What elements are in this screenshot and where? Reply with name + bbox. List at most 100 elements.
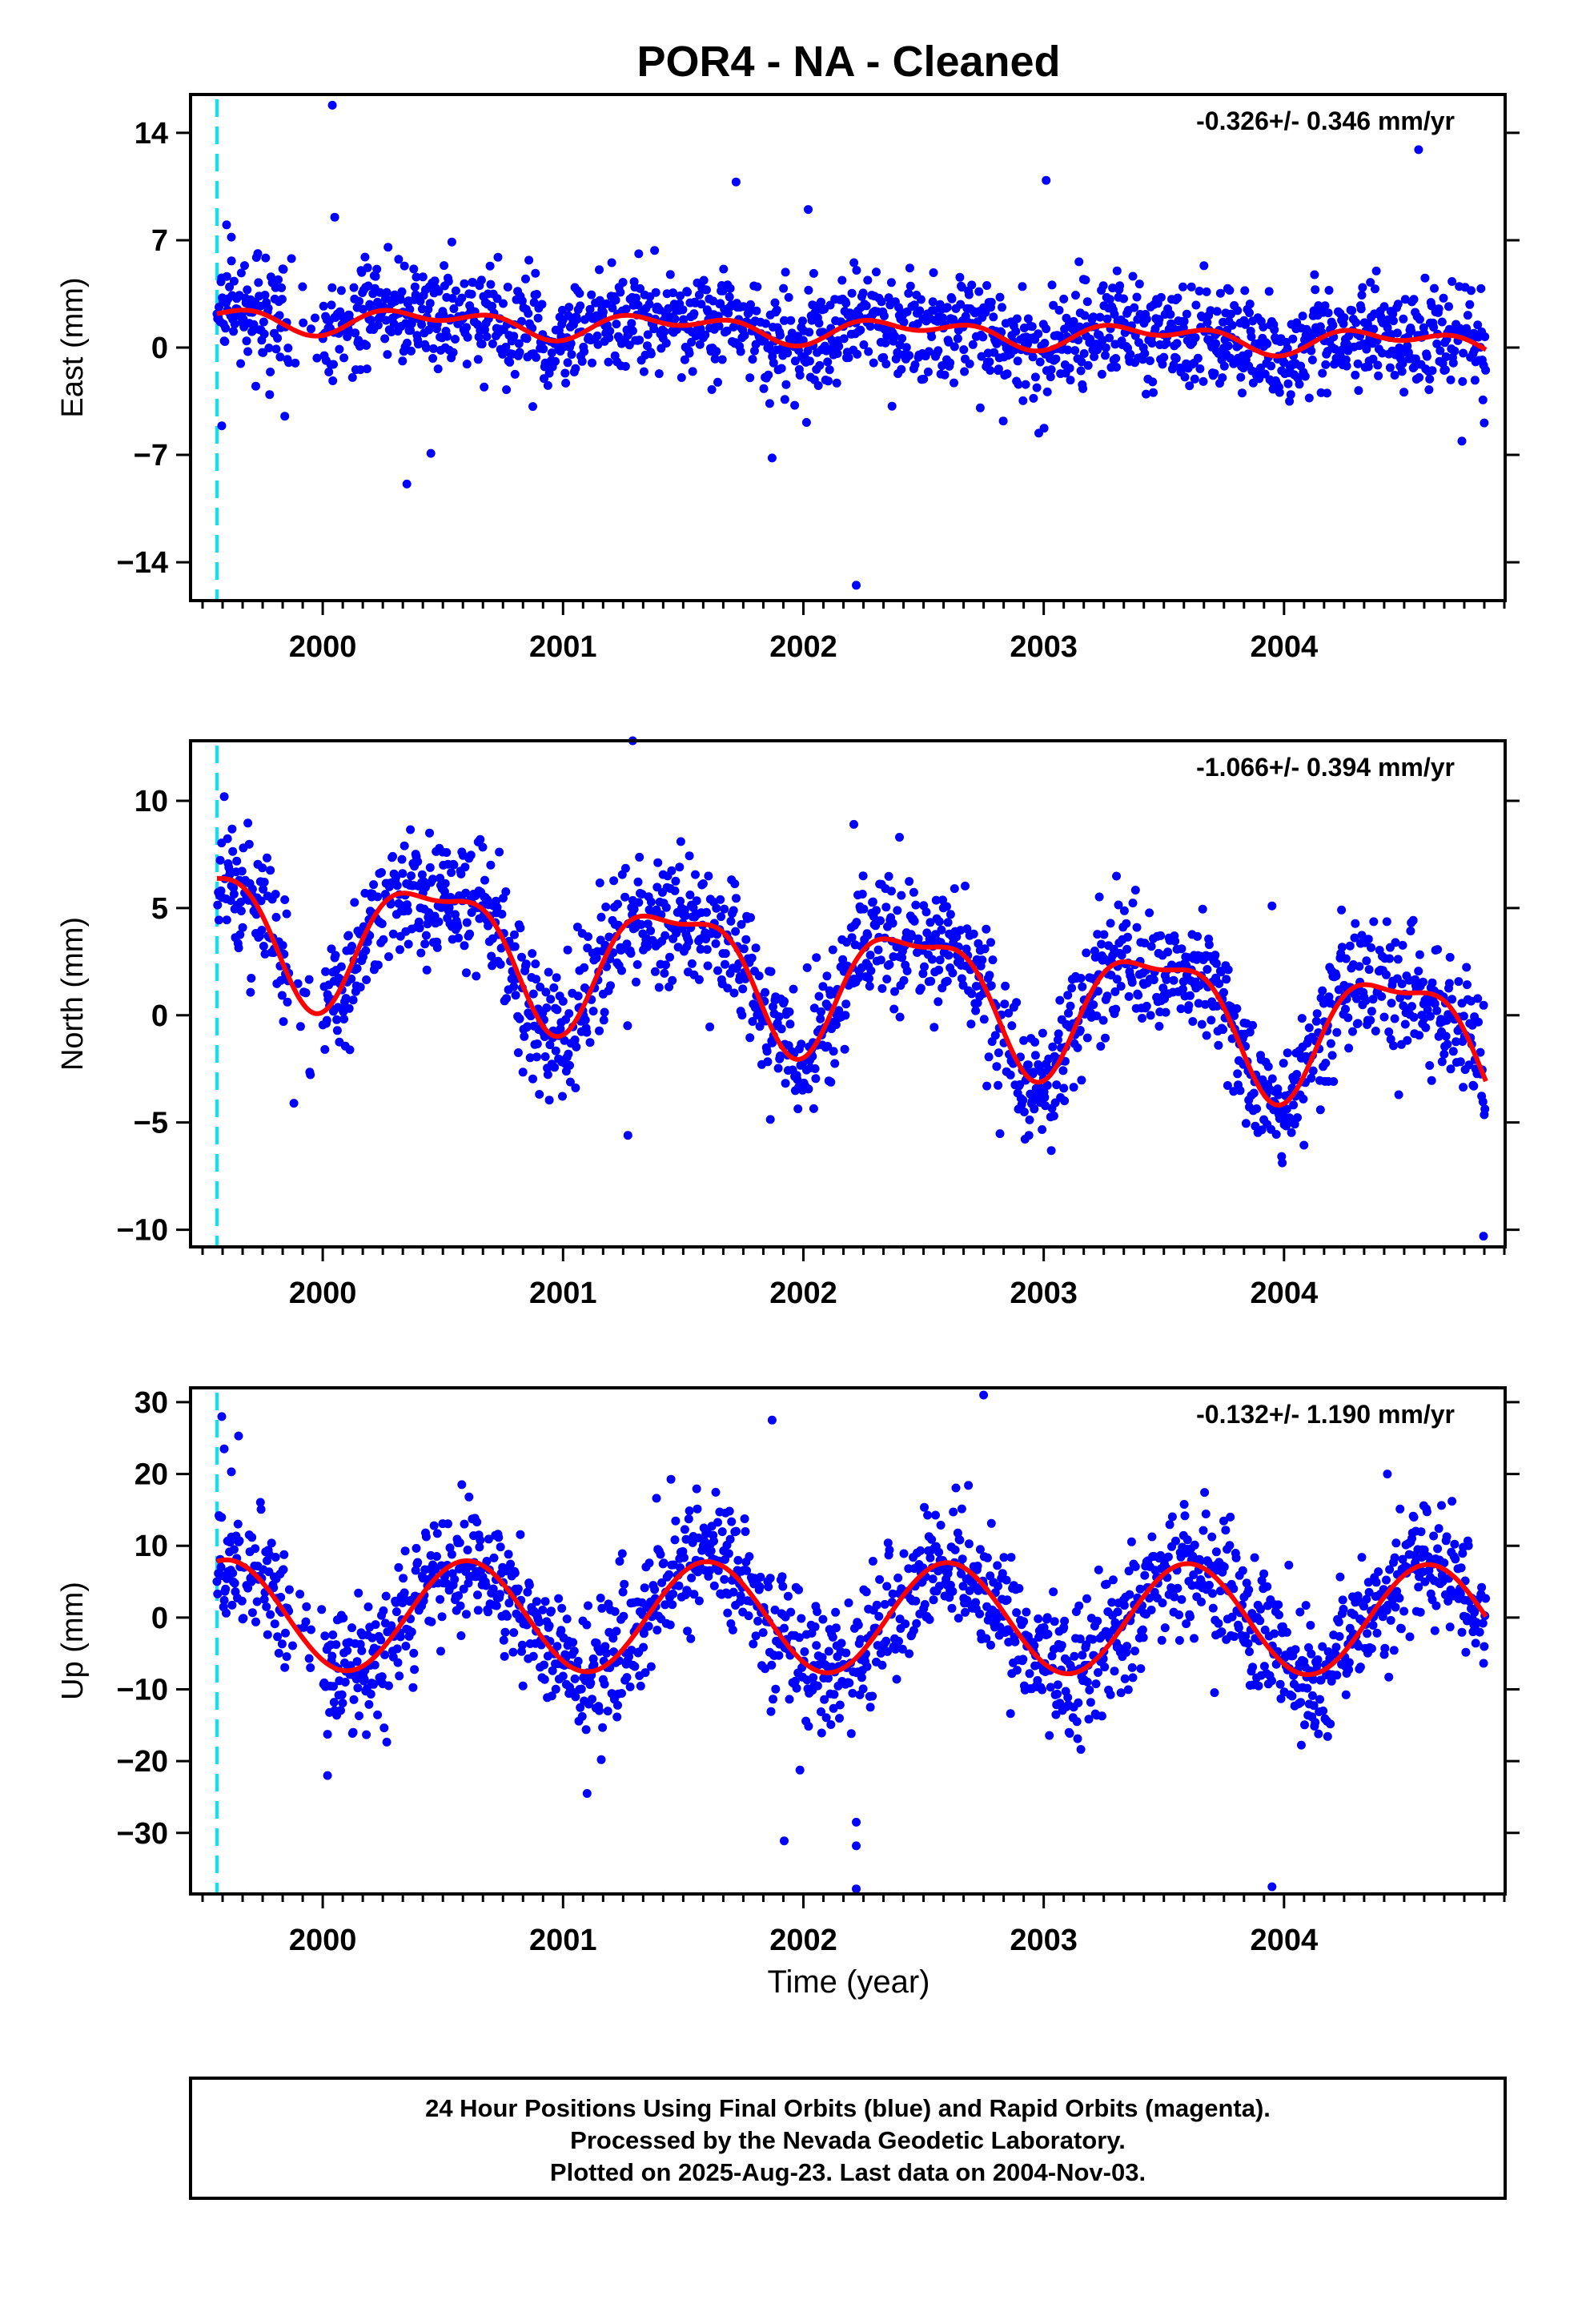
data-point <box>432 1552 441 1561</box>
data-point <box>1255 374 1264 384</box>
x-tick-label: 2004 <box>1251 630 1319 664</box>
data-point <box>403 906 412 915</box>
data-point <box>809 1673 818 1683</box>
data-point <box>1379 302 1389 312</box>
data-point <box>957 1504 966 1514</box>
data-point <box>418 272 428 282</box>
data-point <box>1367 1007 1376 1016</box>
data-point <box>856 325 865 335</box>
data-point <box>869 358 878 368</box>
data-point <box>944 1563 954 1573</box>
data-point <box>227 824 237 834</box>
data-point <box>556 1626 566 1635</box>
data-point <box>1042 1613 1052 1622</box>
data-point <box>1115 281 1125 291</box>
data-point <box>1169 975 1178 985</box>
data-point <box>1408 915 1418 925</box>
data-point <box>299 318 308 328</box>
outlier-point <box>289 1099 299 1108</box>
data-point <box>1059 294 1069 304</box>
data-point <box>377 919 387 928</box>
data-point <box>1140 348 1150 358</box>
data-point <box>547 1606 556 1616</box>
data-point <box>1222 975 1231 984</box>
data-point <box>752 306 761 316</box>
data-point <box>874 1611 884 1621</box>
data-point <box>1119 294 1128 304</box>
data-point <box>984 1052 994 1062</box>
data-point <box>1307 1649 1316 1659</box>
data-point <box>894 1636 903 1646</box>
data-point <box>1034 329 1043 339</box>
data-point <box>1097 939 1106 949</box>
data-point <box>893 906 902 915</box>
data-point <box>1231 1553 1241 1562</box>
data-point <box>581 1725 591 1735</box>
data-point <box>669 1589 678 1598</box>
data-point <box>1038 1685 1047 1695</box>
data-point <box>500 1627 510 1637</box>
data-point <box>295 1022 305 1031</box>
data-point <box>447 868 456 878</box>
data-point <box>523 1022 532 1031</box>
data-point <box>1388 309 1398 319</box>
data-point <box>1223 965 1233 975</box>
data-point <box>251 1544 260 1554</box>
data-point <box>652 1494 661 1503</box>
data-point <box>517 296 527 306</box>
data-point <box>1123 1685 1133 1695</box>
data-point <box>1082 948 1091 958</box>
data-point <box>1331 971 1341 981</box>
data-point <box>360 252 370 262</box>
data-point <box>1077 1076 1086 1085</box>
data-point <box>271 912 281 922</box>
data-point <box>302 1602 311 1611</box>
data-point <box>567 350 576 360</box>
data-point <box>1138 1625 1147 1634</box>
data-point <box>363 263 372 272</box>
data-point <box>1392 328 1402 338</box>
data-point <box>1114 900 1123 910</box>
data-point <box>558 996 568 1006</box>
data-point <box>627 319 636 328</box>
data-point <box>1208 1603 1218 1613</box>
data-point <box>1403 1035 1412 1045</box>
data-point <box>503 283 512 292</box>
data-point <box>1140 939 1150 948</box>
data-point <box>670 1535 680 1545</box>
data-point <box>920 1502 929 1512</box>
data-point <box>938 313 947 323</box>
plot-frame <box>189 739 1507 1248</box>
y-tick-label: −14 <box>117 546 168 580</box>
data-point <box>388 851 397 861</box>
data-point <box>1075 322 1084 332</box>
data-point <box>731 927 741 936</box>
data-point <box>1172 339 1182 348</box>
data-point <box>769 358 778 368</box>
data-point <box>1363 935 1373 944</box>
data-point <box>865 1703 875 1712</box>
data-point <box>964 290 974 300</box>
data-point <box>704 871 713 881</box>
data-point <box>1479 1000 1488 1010</box>
data-point <box>790 1676 800 1686</box>
data-point <box>267 1538 276 1548</box>
data-point <box>1105 295 1114 304</box>
data-point <box>669 288 678 298</box>
data-point <box>899 317 909 327</box>
data-point <box>763 1057 773 1067</box>
data-point <box>552 1642 562 1651</box>
data-point <box>1135 1584 1145 1594</box>
data-point <box>551 356 560 366</box>
data-point <box>432 1529 442 1538</box>
data-point <box>769 1002 777 1011</box>
data-point <box>1132 292 1142 302</box>
data-point <box>721 949 730 959</box>
data-point <box>780 316 789 325</box>
data-point <box>686 1634 696 1643</box>
data-point <box>1444 979 1454 988</box>
data-point <box>319 301 328 311</box>
data-point <box>781 267 790 277</box>
data-point <box>1054 1029 1063 1039</box>
data-point <box>298 282 307 292</box>
